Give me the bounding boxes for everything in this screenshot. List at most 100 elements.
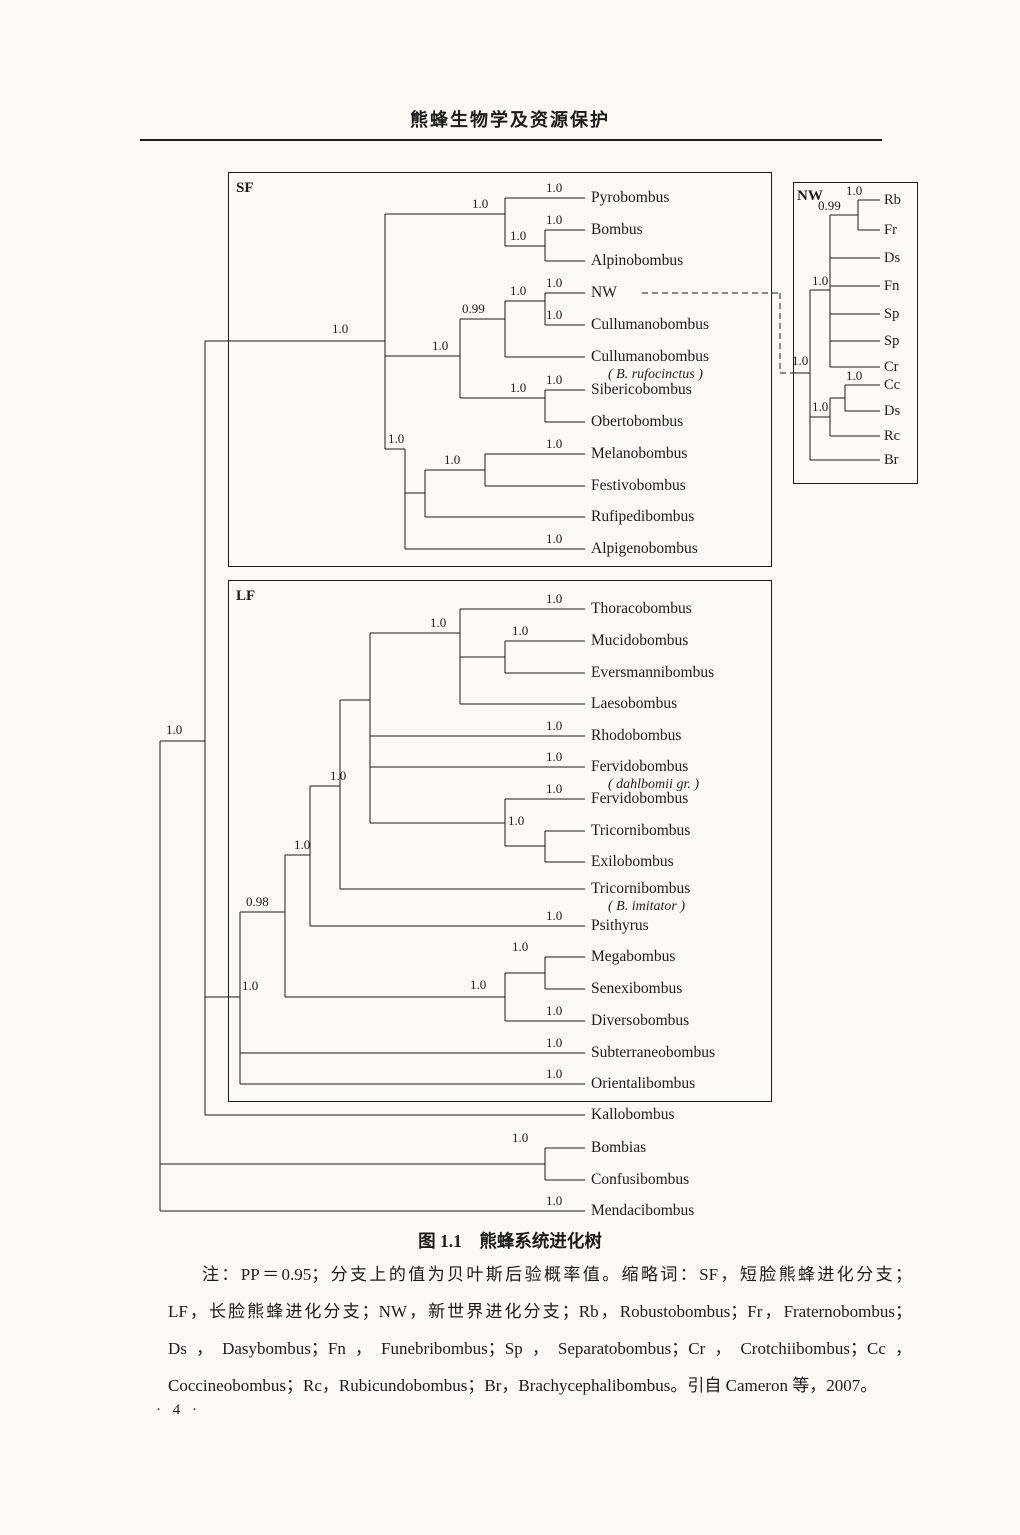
taxon-tip-label: Orientalibombus [591,1075,696,1092]
support-value: 1.0 [546,212,563,227]
support-value: 1.0 [508,813,525,828]
taxon-tip-label: Laesobombus [591,695,678,712]
support-value: 1.0 [546,275,563,290]
support-value: 1.0 [166,722,183,737]
support-value: 1.0 [546,781,563,796]
sf-clade-label: SF [236,180,254,196]
support-value: 1.0 [388,431,405,446]
taxon-tip-label: Bombus [591,221,643,238]
support-value: 1.0 [430,615,447,630]
taxon-tip-label: Ds [884,403,901,419]
taxon-tip-label: Megabombus [591,948,676,965]
taxon-tip-label: Pyrobombus [591,189,670,206]
taxon-tip-label: Ds [884,250,901,266]
taxon-tip-label: Mendacibombus [591,1202,695,1219]
support-value: 1.0 [242,978,259,993]
support-value: 0.99 [818,198,841,213]
support-value: 1.0 [432,338,449,353]
taxon-tip-label: Tricornibombus [591,880,691,897]
note-line: Coccineobombus；Rc，Rubicundobombus；Br，Bra… [168,1376,878,1395]
taxon-tip-label: Cullumanobombus [591,348,709,365]
page-header-title: 熊蜂生物学及资源保护 [410,110,610,130]
support-value: 1.0 [332,321,349,336]
support-value: 1.0 [472,196,489,211]
support-value: 1.0 [546,1193,563,1208]
taxon-tip-label: Melanobombus [591,445,688,462]
support-value: 1.0 [510,228,527,243]
taxon-tip-label: Fervidobombus [591,790,689,807]
taxon-tip-label: Fn [884,278,900,294]
taxon-tip-label: Thoracobombus [591,600,692,617]
taxon-tip-label: Cr [884,359,899,375]
nw-inset-box [793,182,918,484]
taxon-subtitle: ( B. rufocinctus ) [608,367,703,382]
support-value: 0.99 [462,301,485,316]
taxon-tip-label: Tricornibombus [591,822,691,839]
taxon-tip-label: Confusibombus [591,1171,690,1188]
taxon-tip-label: Kallobombus [591,1106,675,1123]
support-value: 1.0 [510,380,527,395]
taxon-tip-label: Rufipedibombus [591,508,695,525]
support-value: 1.0 [510,283,527,298]
support-value: 1.0 [812,399,829,414]
taxon-tip-label: Psithyrus [591,917,649,934]
support-value: 1.0 [330,768,347,783]
taxon-subtitle: ( B. imitator ) [608,899,685,914]
support-value: 1.0 [546,1066,563,1081]
note-line: 注：PP＝0.95；分支上的值为贝叶斯后验概率值。缩略词：SF，短脸熊蜂进化分支… [202,1265,912,1284]
support-value: 1.0 [546,718,563,733]
nw-inset-label: NW [797,188,823,204]
support-value: 1.0 [546,1035,563,1050]
taxon-tip-label: Senexibombus [591,980,683,997]
taxon-tip-label: Rc [884,428,901,444]
taxon-tip-label: Diversobombus [591,1012,690,1029]
note-line: LF，长脸熊蜂进化分支；NW，新世界进化分支；Rb，Robustobombus；… [168,1302,912,1321]
support-value: 1.0 [546,180,563,195]
taxon-tip-label: Festivobombus [591,477,686,494]
support-value: 1.0 [512,939,529,954]
taxon-tip-label: Rb [884,192,901,208]
support-value: 1.0 [792,353,809,368]
taxon-tip-label: Mucidobombus [591,632,689,649]
taxon-tip-label: Sp [884,306,900,322]
taxon-tip-label: Exilobombus [591,853,674,870]
page-number: · 4 · [156,1402,201,1418]
taxon-tip-label: Fervidobombus [591,758,689,775]
support-value: 1.0 [546,908,563,923]
support-value: 1.0 [546,307,563,322]
support-value: 1.0 [470,977,487,992]
note-line: Ds，Dasybombus；Fn，Funebribombus；Sp，Separa… [168,1339,912,1358]
support-value: 1.0 [512,1130,529,1145]
support-value: 1.0 [546,749,563,764]
figure-caption: 图 1.1 熊蜂系统进化树 [418,1231,602,1251]
support-value: 1.0 [546,1003,563,1018]
support-value: 1.0 [546,372,563,387]
support-value: 0.98 [246,894,269,909]
taxon-tip-label: Eversmannibombus [591,664,715,681]
taxon-tip-label: Obertobombus [591,413,684,430]
lf-clade-box [228,580,772,1102]
support-value: 1.0 [846,183,863,198]
taxon-tip-label: Rhodobombus [591,727,682,744]
support-value: 1.0 [812,273,829,288]
header-divider [140,139,882,141]
taxon-tip-label: Alpinobombus [591,252,684,269]
taxon-tip-label: NW [591,284,617,301]
taxon-tip-label: Cullumanobombus [591,316,709,333]
taxon-tip-label: Cc [884,377,901,393]
support-value: 1.0 [546,436,563,451]
taxon-tip-label: Br [884,452,899,468]
support-value: 1.0 [546,591,563,606]
taxon-subtitle: ( dahlbomii gr. ) [608,777,699,792]
taxon-tip-label: Subterraneobombus [591,1044,715,1061]
taxon-tip-label: Fr [884,222,897,238]
support-value: 1.0 [512,623,529,638]
taxon-tip-label: Sp [884,333,900,349]
support-value: 1.0 [294,837,311,852]
lf-clade-label: LF [236,588,256,604]
taxon-tip-label: Alpigenobombus [591,540,698,557]
support-value: 1.0 [546,531,563,546]
